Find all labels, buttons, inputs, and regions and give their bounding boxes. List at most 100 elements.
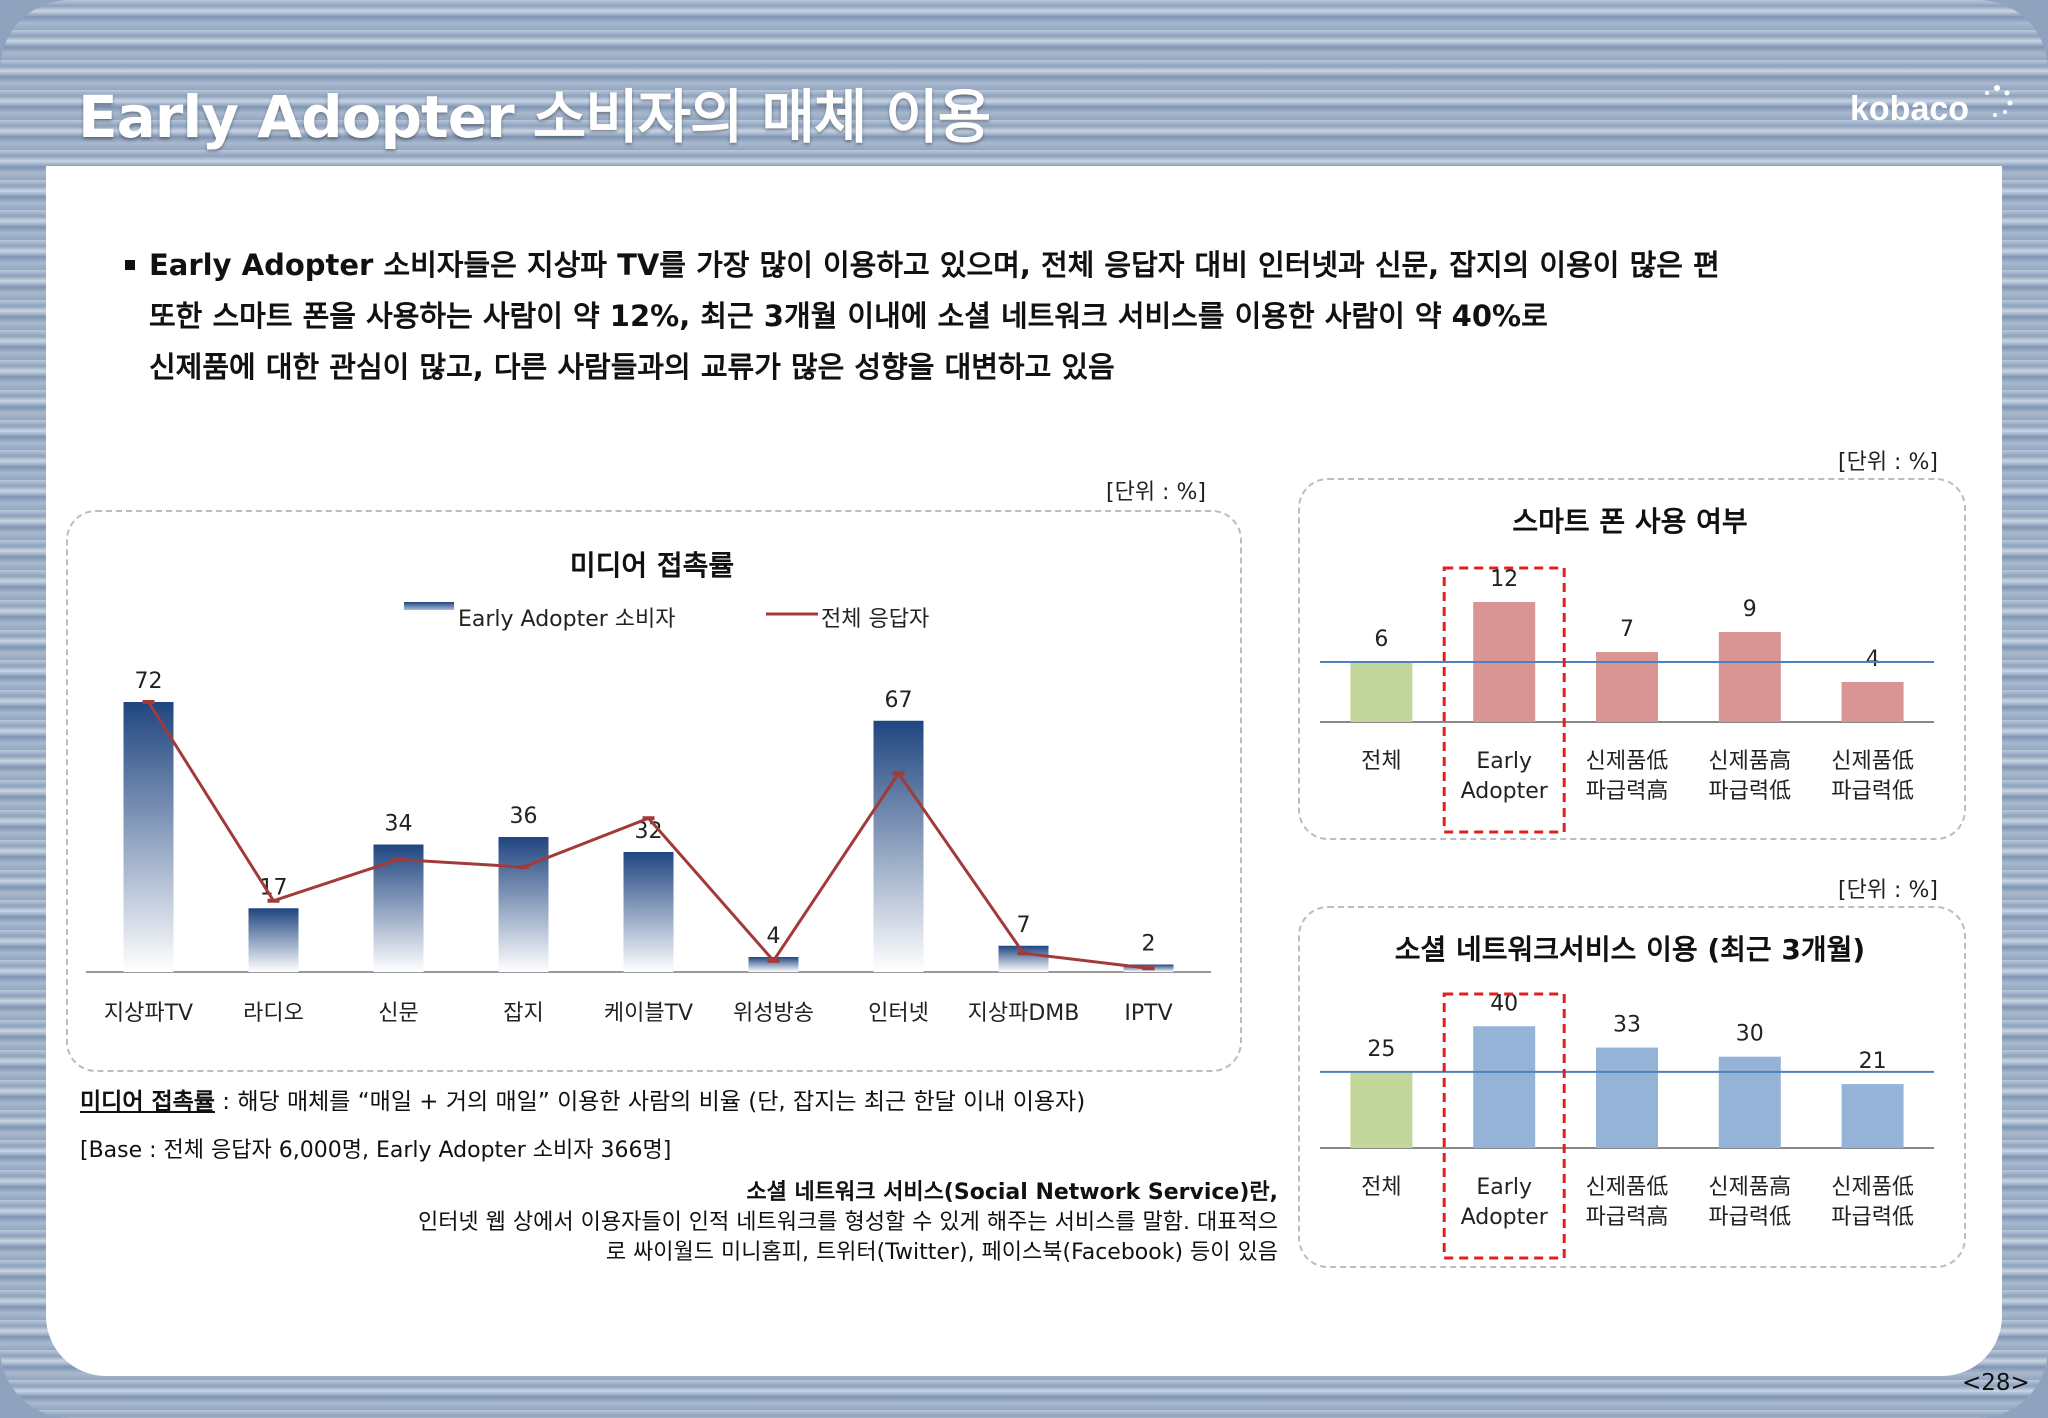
smartphone-category-label: 전체: [1361, 749, 1401, 774]
intro-line: 또한 스마트 폰을 사용하는 사람이 약 12%, 최근 3개월 이내에 소셜 …: [149, 299, 1548, 333]
media-chart: Early Adopter 소비자 전체 응답자72지상파TV17라디오34신문3…: [86, 602, 1211, 1026]
value-label: 4: [767, 924, 781, 949]
sns-value-label: 30: [1736, 1022, 1764, 1047]
sns-category-label: 신제품低: [1586, 1175, 1669, 1200]
definition-note: 미디어 접촉률 : 해당 매체를 “매일 + 거의 매일” 이용한 사람의 비율…: [80, 1082, 1085, 1116]
bar-잡지: [498, 837, 549, 972]
logo-text: kobaco: [1850, 90, 1970, 128]
bar-지상파DMB: [998, 945, 1049, 972]
intro-line: 신제품에 대한 관심이 많고, 다른 사람들과의 교류가 많은 성향을 대변하고…: [149, 350, 1115, 384]
legend-swatch-early-adopter: [404, 602, 454, 610]
intro-text: Early Adopter 소비자들은 지상파 TV를 가장 많이 이용하고 있…: [125, 240, 1720, 393]
value-label: 34: [385, 812, 413, 837]
line-point: [892, 771, 905, 776]
sns-note-line: 인터넷 웹 상에서 이용자들이 인적 네트워크를 형성할 수 있게 해주는 서비…: [417, 1210, 1278, 1235]
sns-category-label: 파급력低: [1708, 1205, 1791, 1230]
category-label: 라디오: [243, 1001, 304, 1026]
category-label: 지상파TV: [104, 1001, 193, 1026]
smartphone-category-label: 파급력高: [1586, 779, 1669, 804]
sns-value-label: 21: [1859, 1049, 1887, 1074]
media-chart-title: 미디어 접촉률: [569, 549, 735, 582]
smartphone-value-label: 4: [1866, 647, 1880, 672]
value-label: 72: [135, 669, 163, 694]
value-label: 7: [1017, 913, 1031, 938]
value-label: 2: [1142, 932, 1156, 957]
intro-line: Early Adopter 소비자들은 지상파 TV를 가장 많이 이용하고 있…: [149, 248, 1720, 282]
kobaco-logo: kobaco: [1850, 85, 2013, 129]
smartphone-category-label: 신제품低: [1831, 749, 1914, 774]
bar-지상파TV: [123, 702, 174, 972]
sns-definition-note: 소셜 네트워크 서비스(Social Network Service)란, 인터…: [378, 1178, 1278, 1268]
category-label: 잡지: [503, 1001, 543, 1026]
line-point: [392, 857, 405, 862]
sns-category-label: 신제품高: [1708, 1175, 1791, 1200]
sns-bar: [1841, 1084, 1904, 1148]
sns-chart: 25전체40EarlyAdopter33신제품低파급력高30신제품高파급력低21…: [1320, 991, 1934, 1260]
legend-label-early-adopter: Early Adopter 소비자: [458, 607, 676, 632]
legend-label-total: 전체 응답자: [821, 607, 929, 632]
smartphone-category-label: 파급력低: [1831, 779, 1914, 804]
smartphone-category-label: 신제품高: [1708, 749, 1791, 774]
category-label: 인터넷: [868, 1001, 929, 1026]
value-label: 36: [510, 804, 538, 829]
smartphone-bar: [1718, 632, 1781, 722]
sns-bar: [1473, 1026, 1536, 1148]
smartphone-bar: [1841, 682, 1904, 722]
smartphone-category-label: Adopter: [1461, 779, 1549, 804]
sns-bar: [1718, 1056, 1781, 1148]
smartphone-category-label: 신제품低: [1586, 749, 1669, 774]
bar-위성방송: [748, 957, 799, 972]
smartphone-bar: [1596, 652, 1658, 722]
sns-note-title: 소셜 네트워크 서비스(Social Network Service)란,: [746, 1180, 1278, 1205]
line-point: [142, 700, 155, 704]
line-point: [517, 865, 530, 869]
definition-term: 미디어 접촉률: [80, 1089, 215, 1115]
line-point: [267, 898, 280, 903]
smartphone-category-label: Early: [1476, 749, 1532, 774]
sns-category-label: 파급력低: [1831, 1205, 1914, 1230]
smartphone-category-label: 파급력低: [1708, 779, 1791, 804]
smartphone-value-label: 6: [1374, 627, 1388, 652]
category-label: IPTV: [1124, 1001, 1172, 1026]
line-point: [1142, 966, 1155, 971]
smartphone-chart-title: 스마트 폰 사용 여부: [1512, 505, 1748, 538]
smartphone-chart: 6 전체 12 Early Adopter 7 신제품低 파급력高 9 신제품高 파급력低 4 신제품低…: [1320, 566, 1934, 834]
sns-category-label: Adopter: [1461, 1205, 1549, 1230]
category-label: 위성방송: [733, 1001, 814, 1026]
smartphone-value-label: 12: [1490, 567, 1518, 592]
unit-label-sns: [단위 : %]: [1838, 878, 1938, 903]
page-number: <28>: [1962, 1370, 2030, 1396]
sns-bar: [1596, 1047, 1658, 1148]
category-label: 케이블TV: [604, 1001, 693, 1026]
sns-value-label: 33: [1613, 1013, 1641, 1038]
smartphone-value-label: 9: [1743, 597, 1757, 622]
sns-category-label: Early: [1476, 1175, 1532, 1200]
category-label: 지상파DMB: [968, 1001, 1080, 1026]
bar-케이블TV: [623, 852, 674, 972]
line-point: [1017, 951, 1030, 956]
sns-category-label: 파급력高: [1586, 1205, 1669, 1230]
media-chart-box: [66, 510, 1242, 1072]
logo-dots-icon: [1985, 85, 2013, 117]
category-label: 신문: [378, 1001, 418, 1026]
line-point: [767, 958, 780, 963]
sns-chart-title: 소셜 네트워크서비스 이용 (최근 3개월): [1394, 933, 1866, 966]
bar-인터넷: [873, 720, 924, 972]
unit-label-media: [단위 : %]: [1106, 480, 1206, 505]
sns-category-label: 전체: [1361, 1175, 1401, 1200]
bar-신문: [373, 844, 424, 972]
value-label: 67: [885, 688, 913, 713]
sns-note-line: 로 싸이월드 미니홈피, 트위터(Twitter), 페이스북(Facebook…: [605, 1240, 1278, 1265]
unit-label-smartphone: [단위 : %]: [1838, 450, 1938, 475]
base-note: [Base : 전체 응답자 6,000명, Early Adopter 소비자…: [80, 1138, 672, 1163]
smartphone-bar: [1350, 662, 1413, 722]
definition-text: : 해당 매체를 “매일 + 거의 매일” 이용한 사람의 비율 (단, 잡지는…: [214, 1089, 1086, 1115]
bar-라디오: [248, 908, 299, 972]
sns-value-label: 25: [1367, 1037, 1395, 1062]
bullet-icon: [125, 260, 135, 270]
slide-title: Early Adopter 소비자의 매체 이용: [78, 83, 991, 151]
sns-bar: [1350, 1071, 1413, 1148]
sns-category-label: 신제품低: [1831, 1175, 1914, 1200]
line-point: [642, 816, 655, 821]
